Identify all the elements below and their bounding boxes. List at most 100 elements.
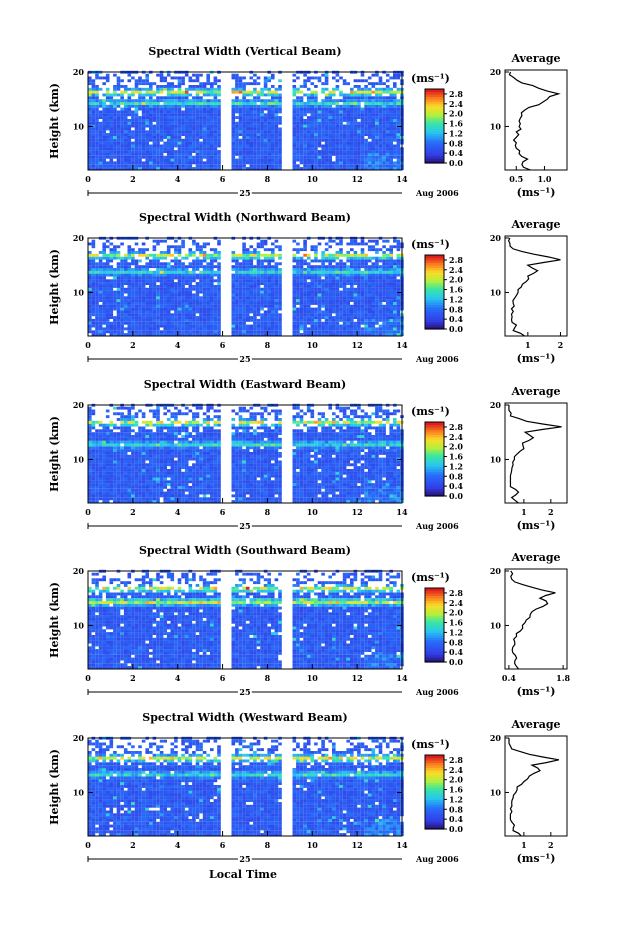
- heatmap-cell: [339, 248, 343, 252]
- heatmap-cell: [396, 270, 401, 274]
- heatmap-cell: [134, 144, 139, 148]
- heatmap-cell: [292, 150, 297, 153]
- heatmap-cell: [152, 110, 157, 114]
- heatmap-cell: [357, 256, 361, 260]
- heatmap-cell: [396, 282, 401, 285]
- heatmap-cell: [170, 304, 175, 308]
- heatmap-cell: [184, 164, 189, 168]
- heatmap-cell: [346, 251, 350, 254]
- heatmap-cell: [102, 333, 106, 336]
- heatmap-cell: [217, 256, 221, 260]
- heatmap-cell: [367, 287, 372, 291]
- heatmap-cell: [210, 116, 214, 119]
- heatmap-cell: [163, 164, 167, 168]
- heatmap-cell: [253, 104, 257, 108]
- heatmap-cell: [321, 99, 325, 103]
- heatmap-cell: [385, 304, 390, 308]
- heatmap-cell: [278, 330, 282, 334]
- heatmap-cell: [170, 161, 175, 165]
- heatmap-cell: [102, 248, 106, 252]
- heatmap-cell: [202, 138, 207, 142]
- heatmap-cell: [210, 285, 214, 288]
- heatmap-cell: [91, 107, 96, 111]
- heatmap-cell: [292, 307, 297, 311]
- heatmap-cell: [314, 133, 318, 136]
- heatmap-cell: [385, 127, 390, 131]
- heatmap-cell: [375, 116, 379, 119]
- heatmap-cell: [332, 287, 336, 291]
- heatmap-cell: [260, 119, 264, 122]
- heatmap-cell: [321, 270, 325, 274]
- heatmap-cell: [202, 141, 207, 145]
- heatmap-cell: [134, 158, 139, 162]
- heatmap-cell: [170, 82, 175, 86]
- heatmap-cell: [141, 113, 146, 117]
- heatmap-cell: [393, 104, 397, 108]
- heatmap-cell: [249, 259, 254, 263]
- heatmap-cell: [184, 130, 189, 134]
- heatmap-cell: [263, 239, 268, 243]
- heatmap-cell: [238, 110, 243, 114]
- heatmap-cell: [113, 147, 117, 151]
- heatmap-cell: [245, 330, 250, 334]
- heatmap-cell: [206, 253, 210, 257]
- heatmap-cell: [177, 251, 182, 254]
- heatmap-cell: [256, 287, 261, 291]
- heatmap-cell: [206, 110, 210, 114]
- heatmap-cell: [217, 138, 221, 142]
- heatmap-cell: [152, 256, 157, 260]
- heatmap-cell: [113, 318, 117, 322]
- heatmap-cell: [360, 158, 365, 162]
- heatmap-cell: [113, 321, 117, 325]
- heatmap-cell: [360, 256, 365, 260]
- heatmap-cell: [170, 245, 175, 249]
- heatmap-cell: [303, 299, 307, 302]
- heatmap-cell: [303, 253, 307, 257]
- heatmap-cell: [367, 245, 372, 249]
- heatmap-cell: [199, 302, 203, 305]
- heatmap-cell: [342, 296, 347, 300]
- heatmap-cell: [253, 167, 257, 170]
- heatmap-cell: [245, 293, 250, 297]
- heatmap-cell: [177, 93, 182, 97]
- heatmap-cell: [389, 155, 393, 159]
- heatmap-cell: [152, 290, 157, 294]
- heatmap-cell: [303, 327, 307, 331]
- heatmap-cell: [105, 93, 110, 97]
- heatmap-cell: [353, 262, 358, 266]
- heatmap-cell: [156, 259, 160, 263]
- heatmap-cell: [202, 245, 207, 249]
- heatmap-cell: [109, 285, 114, 288]
- x-tick-label: 14: [396, 174, 408, 184]
- heatmap-cell: [271, 287, 275, 291]
- heatmap-cell: [389, 141, 393, 145]
- heatmap-cell: [152, 138, 157, 142]
- heatmap-cell: [371, 296, 376, 300]
- heatmap-cell: [141, 155, 146, 159]
- heatmap-cell: [159, 262, 164, 266]
- heatmap-cell: [145, 164, 149, 168]
- heatmap-cell: [353, 256, 358, 260]
- heatmap-cell: [120, 110, 124, 114]
- heatmap-cell: [335, 144, 340, 148]
- heatmap-cell: [357, 90, 361, 94]
- heatmap-cell: [141, 242, 146, 246]
- heatmap-cell: [210, 265, 214, 269]
- heatmap-cell: [267, 104, 271, 108]
- heatmap-cell: [324, 96, 329, 100]
- heatmap-cell: [350, 99, 354, 103]
- heatmap-cell: [332, 99, 336, 103]
- heatmap-cell: [357, 262, 361, 266]
- heatmap-cell: [335, 110, 340, 114]
- heatmap-cell: [245, 147, 250, 151]
- heatmap-cell: [152, 150, 157, 153]
- heatmap-cell: [184, 158, 189, 162]
- heatmap-cell: [371, 282, 376, 285]
- heatmap-cell: [332, 133, 336, 136]
- heatmap-cell: [152, 119, 157, 122]
- heatmap-cell: [292, 285, 297, 288]
- heatmap-cell: [202, 318, 207, 322]
- heatmap-cell: [195, 268, 200, 271]
- heatmap-cell: [138, 268, 142, 271]
- heatmap-cell: [192, 259, 196, 263]
